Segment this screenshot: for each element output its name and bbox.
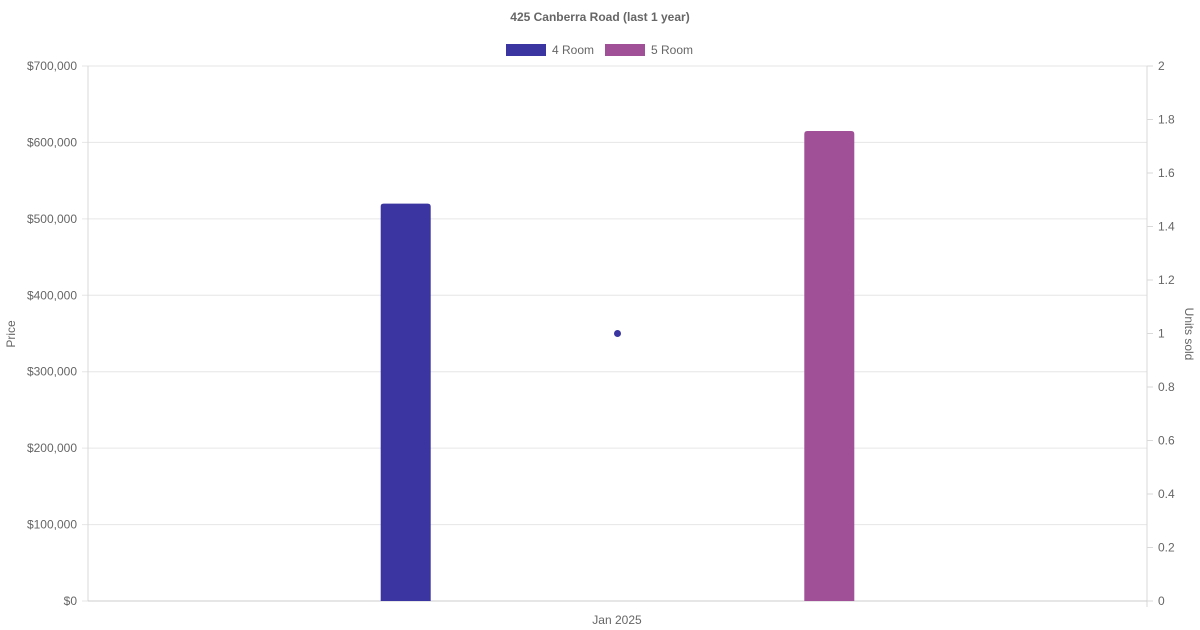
y-left-tick-label: $0 (64, 594, 78, 608)
y-left-tick-label: $400,000 (27, 288, 77, 302)
y-right-tick-label: 2 (1158, 59, 1165, 73)
y-left-axis-title: Price (4, 320, 18, 348)
x-tick-label: Jan 2025 (592, 613, 642, 627)
bar-5-room[interactable] (804, 130, 855, 601)
y-right-tick-label: 1.6 (1158, 166, 1175, 180)
bar-4-room[interactable] (380, 203, 431, 602)
y-right-tick-label: 0.8 (1158, 380, 1175, 394)
y-right-tick-label: 0.2 (1158, 541, 1175, 555)
y-left-tick-label: $100,000 (27, 518, 77, 532)
legend-label-4-room: 4 Room (552, 43, 594, 57)
legend-item-5-room[interactable]: 5 Room (605, 43, 693, 57)
legend: 4 Room 5 Room (506, 43, 693, 57)
bars (380, 130, 855, 602)
y-left-tick-label: $700,000 (27, 59, 77, 73)
y-left-tick-label: $600,000 (27, 135, 77, 149)
y-right-tick-label: 0 (1158, 594, 1165, 608)
chart-title: 425 Canberra Road (last 1 year) (510, 10, 689, 24)
units-sold-point[interactable] (614, 330, 621, 337)
points (614, 330, 621, 337)
gridlines (82, 65, 1153, 607)
y-left-ticks: $0 $100,000 $200,000 $300,000 $400,000 $500,0… (27, 59, 77, 608)
y-right-tick-label: 0.4 (1158, 487, 1175, 501)
y-left-tick-label: $500,000 (27, 212, 77, 226)
legend-label-5-room: 5 Room (651, 43, 693, 57)
legend-item-4-room[interactable]: 4 Room (506, 43, 594, 57)
y-right-tick-label: 0.6 (1158, 434, 1175, 448)
y-right-tick-label: 1 (1158, 327, 1165, 341)
y-left-tick-label: $300,000 (27, 365, 77, 379)
y-right-tick-label: 1.2 (1158, 273, 1175, 287)
legend-swatch-4-room (506, 44, 546, 56)
y-right-ticks: 0 0.2 0.4 0.6 0.8 1 1.2 1.4 1.6 1.8 2 (1158, 59, 1175, 608)
y-left-tick-label: $200,000 (27, 441, 77, 455)
legend-swatch-5-room (605, 44, 645, 56)
y-right-tick-label: 1.4 (1158, 220, 1175, 234)
y-right-tick-label: 1.8 (1158, 113, 1175, 127)
y-right-axis-title: Units sold (1182, 308, 1196, 361)
